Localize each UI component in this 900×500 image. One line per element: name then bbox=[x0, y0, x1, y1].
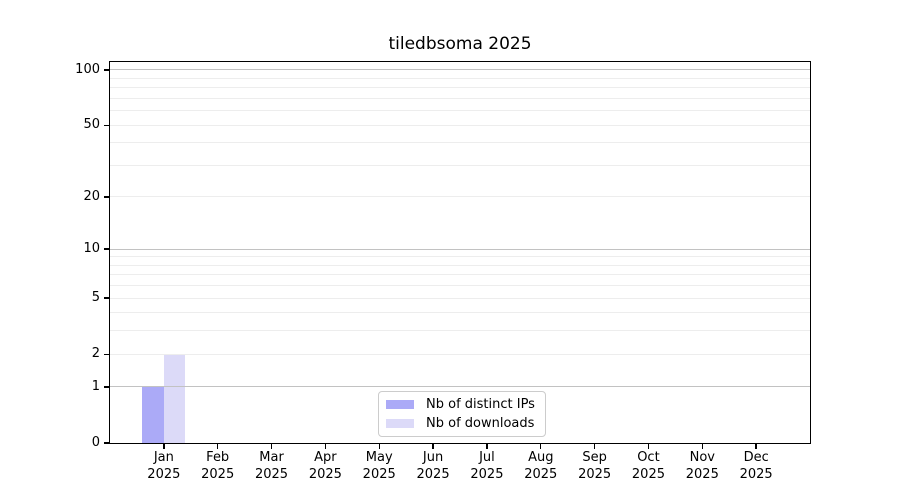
x-tick bbox=[593, 444, 596, 449]
x-tick-year: 2025 bbox=[578, 466, 612, 482]
x-tick-month: Mar bbox=[259, 450, 284, 465]
gridline-minor bbox=[110, 164, 810, 166]
x-tick-label: Jun 2025 bbox=[403, 450, 463, 483]
gridline-minor bbox=[110, 124, 810, 126]
x-tick bbox=[163, 444, 165, 449]
legend-label: Nb of distinct IPs bbox=[426, 397, 535, 412]
gridline-minor bbox=[110, 297, 810, 299]
x-tick-year: 2025 bbox=[416, 466, 450, 482]
gridline-minor bbox=[110, 274, 810, 276]
x-tick-month: Sep bbox=[582, 450, 607, 465]
y-tick-label: 10 bbox=[83, 241, 100, 257]
legend: Nb of distinct IPs Nb of downloads bbox=[378, 391, 546, 437]
gridline-minor bbox=[110, 110, 810, 112]
y-tick-label: 100 bbox=[75, 61, 100, 77]
gridline-minor bbox=[110, 256, 810, 258]
x-tick-label: Jan 2025 bbox=[134, 450, 194, 483]
x-tick bbox=[647, 444, 650, 449]
x-tick bbox=[216, 444, 219, 449]
x-tick-year: 2025 bbox=[685, 466, 719, 482]
y-tick-label: 5 bbox=[91, 290, 100, 306]
x-tick bbox=[432, 444, 434, 449]
x-tick-month: Aug bbox=[528, 450, 554, 465]
legend-label: Nb of downloads bbox=[426, 416, 535, 431]
grid-layer bbox=[110, 62, 810, 443]
y-tick bbox=[104, 297, 110, 299]
x-tick-label: Jul 2025 bbox=[457, 450, 517, 483]
x-tick-year: 2025 bbox=[308, 466, 342, 482]
y-tick bbox=[104, 353, 110, 355]
x-tick-month: Jun bbox=[422, 450, 444, 465]
x-tick bbox=[324, 444, 327, 449]
x-tick-month: Apr bbox=[314, 450, 337, 465]
x-tick-month: Oct bbox=[637, 450, 660, 465]
gridline-minor bbox=[110, 285, 810, 287]
x-tick bbox=[755, 444, 757, 449]
x-tick-year: 2025 bbox=[201, 466, 235, 482]
legend-item: Nb of distinct IPs bbox=[386, 397, 538, 412]
gridline-minor bbox=[110, 87, 810, 89]
x-tick-year: 2025 bbox=[362, 466, 396, 482]
plot-area bbox=[109, 61, 811, 444]
x-tick-label: Nov 2025 bbox=[672, 450, 732, 483]
x-tick bbox=[701, 444, 703, 449]
gridline-major bbox=[110, 248, 810, 250]
x-tick bbox=[540, 444, 542, 449]
y-tick bbox=[104, 196, 110, 198]
legend-item: Nb of downloads bbox=[386, 416, 538, 431]
x-tick-month: Jul bbox=[479, 450, 495, 465]
y-tick bbox=[104, 386, 110, 388]
x-tick bbox=[270, 444, 273, 449]
bars-layer bbox=[110, 62, 810, 443]
bar-nb-of-downloads-jan bbox=[163, 354, 186, 443]
x-tick-month: Nov bbox=[689, 450, 715, 465]
y-tick-label: 2 bbox=[91, 346, 100, 362]
x-tick bbox=[486, 444, 488, 449]
x-tick-year: 2025 bbox=[524, 466, 558, 482]
y-tick-label: 20 bbox=[83, 188, 100, 204]
gridline-minor bbox=[110, 264, 810, 266]
y-tick bbox=[104, 69, 110, 71]
x-tick-label: Dec 2025 bbox=[726, 450, 786, 483]
x-tick-label: Feb 2025 bbox=[188, 450, 248, 483]
y-tick-label: 0 bbox=[91, 435, 100, 450]
x-tick-label: Oct 2025 bbox=[618, 450, 678, 483]
x-tick-month: Feb bbox=[206, 450, 230, 465]
x-tick-year: 2025 bbox=[254, 466, 289, 482]
x-tick-month: May bbox=[365, 450, 393, 465]
x-tick-month: Dec bbox=[743, 450, 769, 465]
y-tick-label: 50 bbox=[83, 117, 100, 133]
gridline-minor bbox=[110, 77, 810, 79]
x-tick-label: May 2025 bbox=[349, 450, 409, 483]
gridline-minor bbox=[110, 330, 810, 332]
gridline-major bbox=[110, 69, 810, 71]
legend-swatch bbox=[386, 419, 414, 428]
x-tick-month: Jan bbox=[153, 450, 174, 465]
x-tick-year: 2025 bbox=[739, 466, 773, 482]
gridline-minor bbox=[110, 353, 810, 355]
x-tick-label: Aug 2025 bbox=[511, 450, 571, 483]
chart-title: tiledbsoma 2025 bbox=[388, 34, 532, 54]
gridline-minor bbox=[110, 312, 810, 314]
gridline-major bbox=[110, 386, 810, 388]
x-tick-year: 2025 bbox=[631, 466, 665, 482]
x-tick-label: Mar 2025 bbox=[242, 450, 302, 483]
bar-nb-of-distinct-ips-jan bbox=[142, 386, 164, 443]
y-tick-label: 1 bbox=[91, 378, 100, 394]
legend-swatch bbox=[386, 400, 414, 409]
y-tick bbox=[104, 248, 110, 250]
x-tick-year: 2025 bbox=[147, 466, 181, 482]
gridline-minor bbox=[110, 196, 810, 198]
y-tick bbox=[104, 442, 110, 444]
y-tick bbox=[104, 124, 110, 126]
x-tick-label: Apr 2025 bbox=[295, 450, 355, 483]
gridline-minor bbox=[110, 142, 810, 144]
gridline-minor bbox=[110, 97, 810, 99]
x-tick-label: Sep 2025 bbox=[565, 450, 625, 483]
x-tick bbox=[378, 444, 380, 449]
x-tick-year: 2025 bbox=[470, 466, 504, 482]
